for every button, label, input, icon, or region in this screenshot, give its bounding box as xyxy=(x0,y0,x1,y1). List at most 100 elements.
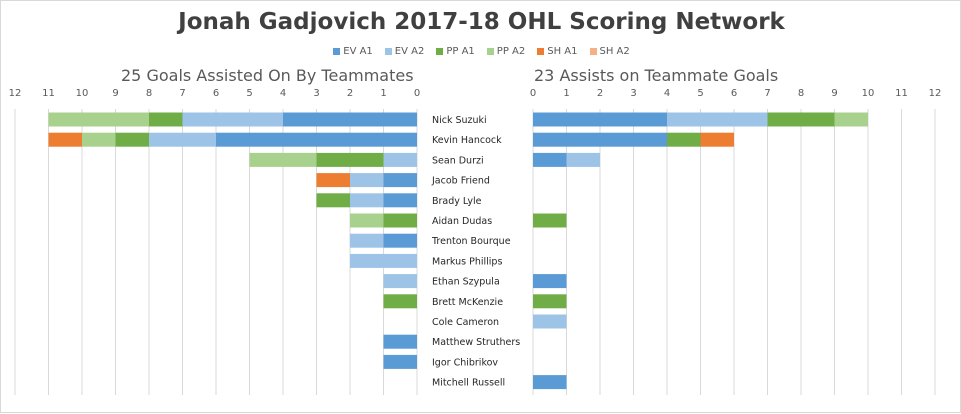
legend-label: SH A1 xyxy=(547,46,578,57)
left-bar-ev-a2 xyxy=(350,253,417,268)
left-bar-ev-a2 xyxy=(383,274,417,289)
right-x-tick-label: 1 xyxy=(563,88,569,99)
left-x-tick-label: 11 xyxy=(42,88,55,99)
legend-swatch xyxy=(333,48,341,55)
left-bar-ev-a2 xyxy=(350,193,384,208)
right-bar-ev-a2 xyxy=(566,152,600,167)
left-bar-sh-a1 xyxy=(48,132,82,147)
player-name-label: Mitchell Russell xyxy=(432,378,505,389)
left-bar-ev-a1 xyxy=(383,193,417,208)
left-bar-pp-a2 xyxy=(350,213,384,228)
right-x-tick-label: 8 xyxy=(798,88,804,99)
legend-label: EV A2 xyxy=(394,46,425,57)
left-bar-pp-a1 xyxy=(316,152,384,167)
right-x-tick-label: 4 xyxy=(664,88,670,99)
left-panel-title: 25 Goals Assisted On By Teammates xyxy=(121,66,414,85)
left-x-tick-label: 2 xyxy=(347,88,353,99)
chart-title: Jonah Gadjovich 2017-18 OHL Scoring Netw… xyxy=(178,9,785,35)
left-bar-sh-a1 xyxy=(316,173,350,188)
left-bar-pp-a2 xyxy=(82,132,116,147)
left-bar-pp-a2 xyxy=(249,152,317,167)
right-bar-ev-a1 xyxy=(533,274,567,289)
legend-label: PP A1 xyxy=(446,46,475,57)
left-x-tick-label: 7 xyxy=(179,88,185,99)
left-bar-ev-a1 xyxy=(383,233,417,248)
legend-label: PP A2 xyxy=(496,46,526,57)
legend-swatch xyxy=(537,48,545,55)
legend-swatch xyxy=(436,48,444,55)
left-bar-pp-a1 xyxy=(316,193,350,208)
left-bar-ev-a2 xyxy=(182,112,283,127)
left-x-tick-label: 4 xyxy=(280,88,286,99)
right-x-tick-label: 3 xyxy=(630,88,636,99)
left-bar-ev-a2 xyxy=(350,173,384,188)
right-x-tick-label: 10 xyxy=(862,88,875,99)
legend-item-sh-a1: SH A1 xyxy=(537,46,578,57)
left-x-tick-label: 3 xyxy=(313,88,319,99)
right-bar-pp-a1 xyxy=(533,213,567,228)
right-bar-ev-a2 xyxy=(533,314,567,329)
player-name-label: Kevin Hancock xyxy=(432,135,502,146)
player-name-label: Markus Phillips xyxy=(432,256,502,267)
player-name-label: Nick Suzuki xyxy=(432,115,487,126)
left-x-tick-label: 8 xyxy=(146,88,152,99)
player-name-label: Brady Lyle xyxy=(432,196,482,207)
right-x-tick-label: 9 xyxy=(831,88,837,99)
left-bar-ev-a2 xyxy=(149,132,216,147)
right-x-tick-label: 12 xyxy=(929,88,942,99)
left-x-tick-label: 10 xyxy=(76,88,89,99)
legend-item-sh-a2: SH A2 xyxy=(589,46,630,57)
right-x-tick-label: 6 xyxy=(731,88,737,99)
player-name-label: Igor Chibrikov xyxy=(432,357,498,368)
left-bar-ev-a1 xyxy=(383,334,417,349)
legend-label: EV A1 xyxy=(343,46,373,57)
player-name-label: Aidan Dudas xyxy=(432,216,492,227)
right-x-tick-label: 5 xyxy=(697,88,703,99)
player-name-label: Trenton Bourque xyxy=(431,236,511,247)
right-bar-pp-a1 xyxy=(767,112,835,127)
right-bar-pp-a1 xyxy=(533,294,567,309)
left-x-tick-label: 1 xyxy=(380,88,386,99)
legend-item-ev-a2: EV A2 xyxy=(384,46,425,57)
left-x-tick-label: 6 xyxy=(213,88,219,99)
legend-item-ev-a1: EV A1 xyxy=(333,46,373,57)
left-bar-ev-a2 xyxy=(350,233,384,248)
left-bar-pp-a1 xyxy=(383,213,417,228)
player-name-label: Ethan Szypula xyxy=(432,277,500,288)
player-name-label: Sean Durzi xyxy=(432,155,484,166)
right-x-tick-label: 7 xyxy=(764,88,770,99)
left-x-tick-label: 5 xyxy=(246,88,252,99)
left-bar-pp-a1 xyxy=(149,112,183,127)
right-x-tick-label: 2 xyxy=(597,88,603,99)
legend-swatch xyxy=(486,48,494,55)
left-bar-ev-a2 xyxy=(383,152,417,167)
right-x-tick-label: 0 xyxy=(530,88,536,99)
right-bar-ev-a2 xyxy=(667,112,768,127)
left-x-tick-label: 9 xyxy=(112,88,118,99)
right-x-tick-label: 11 xyxy=(895,88,908,99)
legend-item-pp-a1: PP A1 xyxy=(436,46,475,57)
left-bar-pp-a1 xyxy=(115,132,149,147)
left-bar-ev-a1 xyxy=(383,354,417,369)
right-bar-pp-a2 xyxy=(834,112,868,127)
legend-item-pp-a2: PP A2 xyxy=(486,46,526,57)
right-bar-pp-a1 xyxy=(667,132,701,147)
left-x-tick-label: 0 xyxy=(414,88,420,99)
right-bar-ev-a1 xyxy=(533,375,567,390)
right-bar-ev-a1 xyxy=(533,112,667,127)
left-bar-pp-a2 xyxy=(48,112,149,127)
legend: EV A1 EV A2 PP A1 PP A2 SH A1 SH A2 xyxy=(1,46,961,57)
right-panel-title: 23 Assists on Teammate Goals xyxy=(534,66,779,85)
right-bar-ev-a1 xyxy=(533,132,667,147)
left-bar-pp-a1 xyxy=(383,294,417,309)
player-name-label: Cole Cameron xyxy=(432,317,499,328)
legend-label: SH A2 xyxy=(599,46,630,57)
player-name-label: Matthew Struthers xyxy=(432,337,520,348)
legend-swatch xyxy=(589,48,597,55)
left-bar-ev-a1 xyxy=(283,112,417,127)
left-bar-ev-a1 xyxy=(383,173,417,188)
left-x-tick-label: 12 xyxy=(9,88,22,99)
right-bar-ev-a1 xyxy=(533,152,567,167)
